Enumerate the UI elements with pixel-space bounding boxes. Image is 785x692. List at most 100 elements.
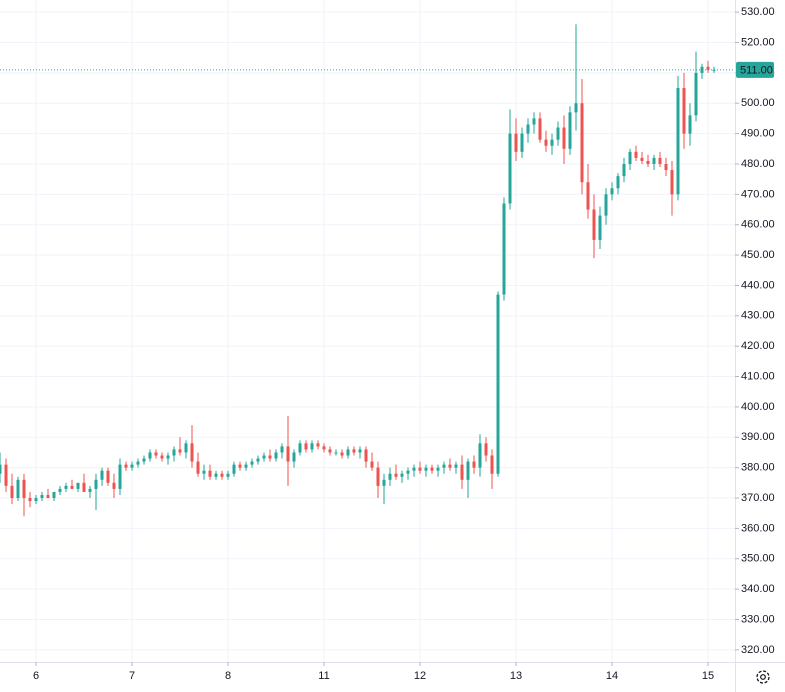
candle-body — [94, 479, 98, 489]
y-tick-label: 450.00 — [741, 249, 775, 261]
candle-body — [640, 157, 644, 161]
candle-body — [496, 294, 500, 474]
candle-body — [292, 452, 296, 462]
candle-body — [100, 470, 104, 480]
candle-body — [184, 443, 188, 453]
x-tick-label: 8 — [225, 670, 231, 682]
candle-body — [64, 485, 68, 489]
candle-body — [478, 443, 482, 468]
candle-body — [250, 461, 254, 465]
settings-button[interactable] — [756, 670, 770, 684]
candle-body — [484, 443, 488, 456]
candle-body — [604, 194, 608, 216]
candle-body — [106, 470, 110, 483]
candle-body — [268, 455, 272, 459]
candle-body — [274, 452, 278, 459]
y-tick-label: 400.00 — [741, 401, 775, 413]
candle-body — [616, 176, 620, 189]
x-tick-label: 11 — [318, 670, 329, 682]
candle-body — [214, 473, 218, 477]
candle-body — [418, 467, 422, 471]
candle-body — [112, 482, 116, 489]
x-tick-label: 15 — [702, 670, 714, 682]
candle-body — [370, 461, 374, 468]
candle-body — [562, 127, 566, 149]
candle-body — [442, 464, 446, 468]
x-tick-label: 6 — [33, 670, 39, 682]
candle-body — [88, 488, 92, 492]
candle-body — [352, 449, 356, 453]
candle-body — [646, 160, 650, 164]
candle-body — [16, 479, 20, 499]
candle-body — [316, 443, 320, 447]
candle-body — [124, 464, 128, 468]
candle-body — [46, 494, 50, 499]
y-tick-label: 530.00 — [741, 6, 775, 18]
candle-body — [40, 494, 44, 499]
candle-body — [436, 467, 440, 471]
candle-body — [190, 443, 194, 462]
candle-body — [490, 455, 494, 474]
candle-body — [538, 118, 542, 140]
y-tick-label: 500.00 — [741, 97, 775, 109]
candle-body — [406, 470, 410, 474]
candle-body — [160, 455, 164, 459]
candle-body — [520, 133, 524, 152]
candle-body — [670, 170, 674, 195]
y-tick-label: 370.00 — [741, 492, 775, 504]
candle-body — [166, 455, 170, 459]
candle-body — [610, 188, 614, 195]
candle-body — [526, 124, 530, 134]
candle-body — [394, 473, 398, 477]
candle-body — [286, 446, 290, 462]
last-price-label: 511.00 — [740, 64, 773, 76]
y-tick-label: 490.00 — [741, 128, 775, 140]
candle-body — [694, 72, 698, 116]
candle-body — [676, 88, 680, 195]
candle-body — [688, 115, 692, 134]
axes: 320.00 330.00 340.00 350.00 360.00 370.00 380.… — [33, 6, 775, 682]
candle-body — [226, 473, 230, 477]
x-tick-label: 7 — [129, 670, 135, 682]
candle-body — [322, 446, 326, 450]
candle-body — [532, 118, 536, 125]
candle-body — [172, 449, 176, 456]
candle-body — [448, 464, 452, 468]
candle-body — [82, 482, 86, 492]
x-tick-label: 13 — [510, 670, 522, 682]
candle-body — [358, 449, 362, 453]
candles — [0, 24, 735, 517]
candle-body — [142, 458, 146, 462]
candle-body — [412, 467, 416, 471]
candle-body — [628, 151, 632, 164]
candle-body — [178, 449, 182, 453]
candle-body — [568, 112, 572, 149]
candle-body — [244, 464, 248, 468]
x-tick-label: 12 — [414, 670, 426, 682]
last-price-box — [736, 61, 774, 78]
y-tick-label: 480.00 — [741, 158, 775, 170]
candle-body — [634, 151, 638, 158]
candle-body — [658, 157, 662, 164]
candle-body — [430, 467, 434, 471]
candle-body — [460, 464, 464, 480]
candle-body — [502, 203, 506, 295]
candle-body — [280, 446, 284, 453]
candle-body — [298, 443, 302, 453]
candle-body — [58, 488, 62, 492]
y-tick-label: 350.00 — [741, 553, 775, 565]
candle-body — [202, 470, 206, 474]
candle-body — [556, 127, 560, 140]
candle-body — [232, 464, 236, 474]
candle-body — [130, 464, 134, 468]
candle-body — [136, 461, 140, 465]
candle-body — [328, 449, 332, 453]
candle-body — [652, 157, 656, 164]
candle-body — [310, 443, 314, 450]
candle-body — [586, 182, 590, 210]
candle-body — [706, 66, 710, 70]
candle-body — [52, 491, 56, 499]
candle-body — [682, 88, 686, 134]
candle-body — [0, 464, 2, 474]
